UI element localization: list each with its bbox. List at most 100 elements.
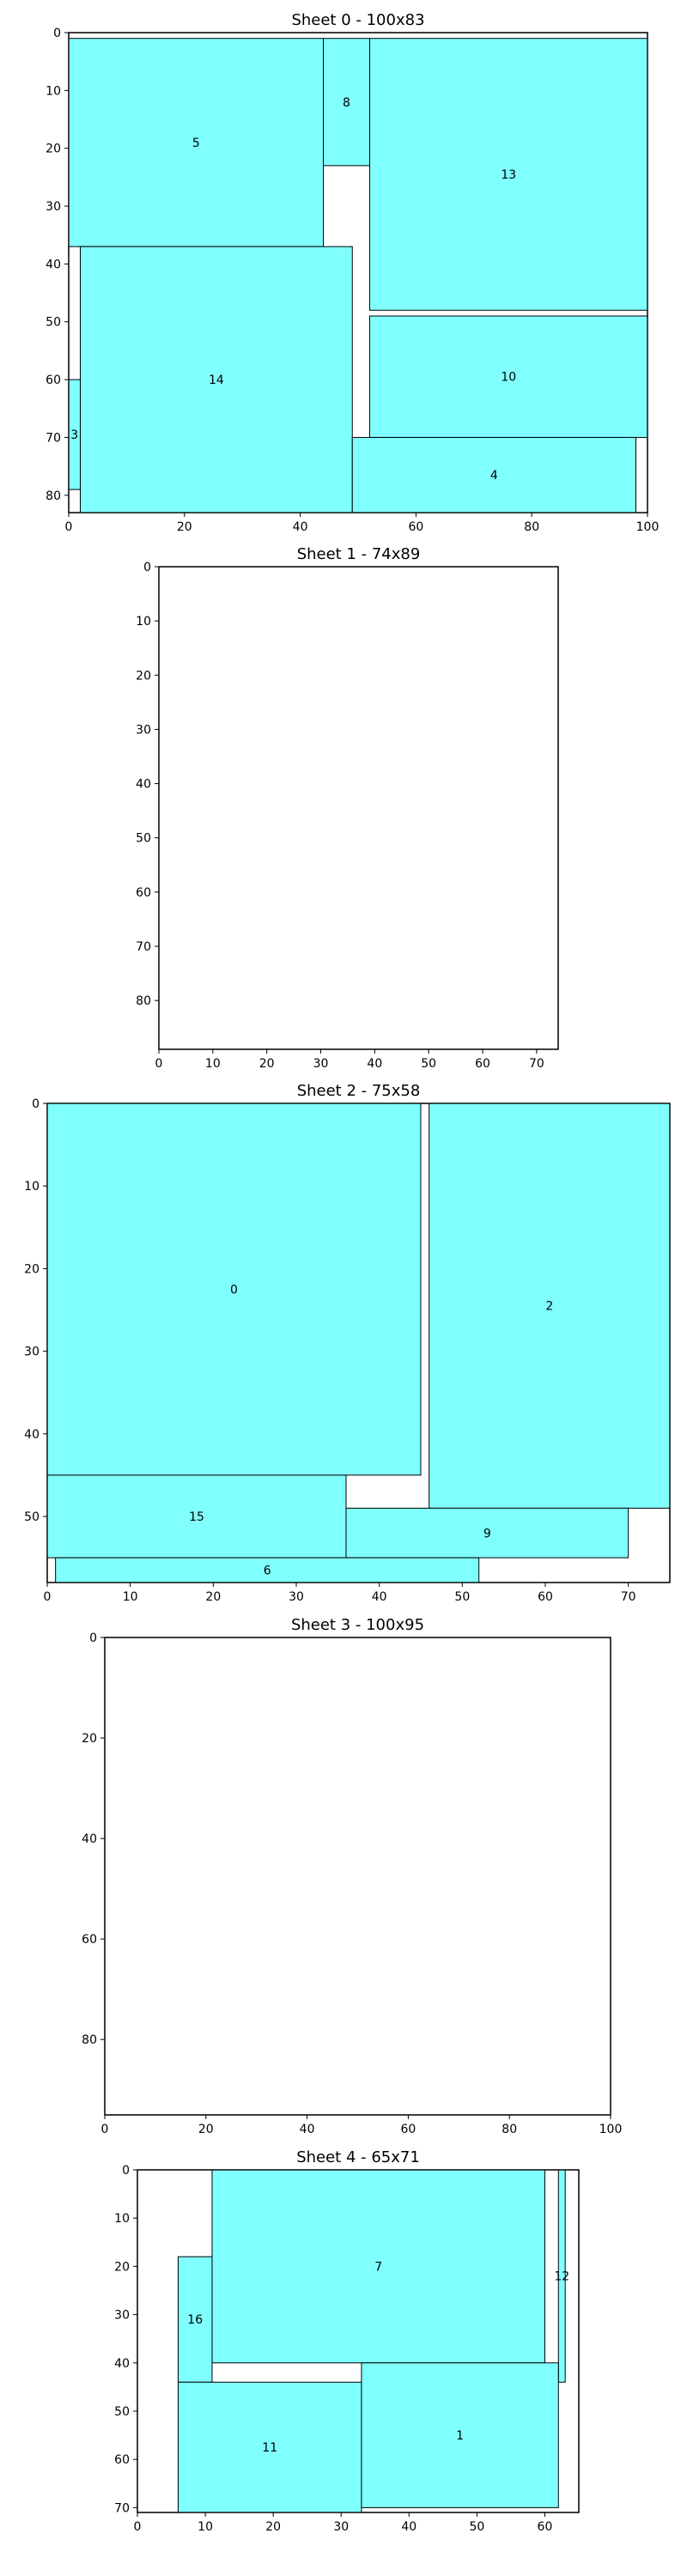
y-tick-label: 50 bbox=[46, 316, 61, 330]
piece-16 bbox=[177, 2256, 213, 2383]
y-tick-label: 50 bbox=[24, 1510, 40, 1524]
y-tick-label: 10 bbox=[46, 84, 61, 98]
piece-label: 4 bbox=[490, 469, 498, 483]
piece-9 bbox=[345, 1507, 629, 1558]
x-tick-label: 10 bbox=[205, 1057, 221, 1071]
piece-label: 9 bbox=[483, 1527, 491, 1540]
sheet-title: Sheet 4 - 65x71 bbox=[296, 2148, 420, 2166]
y-tick-label: 70 bbox=[46, 431, 61, 445]
x-tick-label: 0 bbox=[65, 520, 73, 534]
y-tick-label: 20 bbox=[46, 143, 61, 156]
x-tick-label: 30 bbox=[333, 2520, 349, 2534]
x-tick-label: 20 bbox=[205, 1590, 221, 1604]
piece-label: 15 bbox=[189, 1510, 204, 1524]
piece-10 bbox=[368, 315, 648, 438]
y-tick-label: 70 bbox=[114, 2501, 130, 2515]
y-tick-label: 80 bbox=[82, 2033, 97, 2047]
piece-13 bbox=[368, 38, 648, 311]
y-tick-label: 80 bbox=[136, 994, 151, 1008]
plot-border bbox=[158, 566, 559, 1050]
x-tick-label: 60 bbox=[538, 2520, 553, 2534]
piece-11 bbox=[177, 2381, 362, 2513]
x-tick-label: 10 bbox=[123, 1590, 138, 1604]
piece-label: 7 bbox=[374, 2260, 382, 2274]
piece-4 bbox=[351, 436, 637, 513]
y-tick-label: 80 bbox=[46, 489, 61, 503]
sheet-3: Sheet 3 - 100x95 0 20 40 60 80 100 0 20 40 60 80 bbox=[82, 1616, 622, 2136]
piece-15 bbox=[46, 1474, 347, 1558]
plot-border bbox=[68, 32, 648, 513]
plot-border bbox=[137, 2169, 580, 2513]
y-tick-label: 30 bbox=[46, 200, 61, 214]
y-tick-label: 20 bbox=[136, 669, 151, 683]
x-tick-label: 0 bbox=[134, 2520, 142, 2534]
x-tick-label: 70 bbox=[621, 1590, 636, 1604]
y-tick-label: 70 bbox=[136, 940, 151, 954]
piece-5 bbox=[68, 38, 325, 247]
sheet-1: Sheet 1 - 74x89 0 10 20 30 40 50 60 70 0 10 20 30 40 5… bbox=[136, 545, 559, 1071]
y-tick-label: 20 bbox=[82, 1732, 97, 1746]
y-tick-label: 40 bbox=[136, 778, 151, 792]
y-tick-label: 60 bbox=[114, 2453, 130, 2467]
piece-14 bbox=[79, 246, 353, 513]
plot-border bbox=[46, 1103, 671, 1583]
piece-7 bbox=[211, 2169, 545, 2364]
x-tick-label: 30 bbox=[313, 1057, 329, 1071]
y-tick-label: 30 bbox=[136, 723, 151, 737]
sheet-title: Sheet 1 - 74x89 bbox=[297, 545, 421, 563]
y-tick-label: 30 bbox=[114, 2309, 130, 2323]
x-tick-label: 20 bbox=[198, 2123, 214, 2136]
x-tick-label: 20 bbox=[259, 1057, 275, 1071]
y-tick-label: 0 bbox=[122, 2164, 130, 2178]
y-tick-label: 60 bbox=[46, 374, 61, 387]
x-tick-label: 30 bbox=[289, 1590, 304, 1604]
y-tick-label: 40 bbox=[114, 2357, 130, 2371]
piece-label: 16 bbox=[187, 2313, 203, 2327]
piece-label: 3 bbox=[70, 428, 78, 442]
x-tick-label: 20 bbox=[265, 2520, 281, 2534]
x-tick-label: 100 bbox=[636, 520, 660, 534]
y-tick-label: 40 bbox=[82, 1832, 97, 1846]
piece-1 bbox=[361, 2362, 559, 2508]
plot-area bbox=[104, 1637, 611, 2116]
y-tick-label: 50 bbox=[136, 832, 151, 846]
y-tick-label: 0 bbox=[53, 27, 61, 40]
x-tick-label: 50 bbox=[454, 1590, 470, 1604]
x-tick-label: 70 bbox=[529, 1057, 544, 1071]
x-tick-label: 0 bbox=[155, 1057, 163, 1071]
piece-label: 0 bbox=[230, 1283, 238, 1297]
piece-0 bbox=[46, 1103, 422, 1476]
piece-label: 8 bbox=[343, 96, 350, 110]
x-tick-label: 60 bbox=[400, 2123, 416, 2136]
piece-label: 14 bbox=[209, 374, 224, 387]
piece-6 bbox=[55, 1557, 480, 1583]
x-tick-label: 20 bbox=[177, 520, 192, 534]
x-tick-label: 60 bbox=[475, 1057, 490, 1071]
y-tick-label: 20 bbox=[114, 2260, 130, 2274]
x-tick-label: 40 bbox=[367, 1057, 382, 1071]
plot-border bbox=[104, 1637, 611, 2116]
sheet-title: Sheet 2 - 75x58 bbox=[297, 1082, 421, 1100]
x-tick-label: 80 bbox=[524, 520, 539, 534]
x-tick-label: 0 bbox=[101, 2123, 109, 2136]
y-tick-label: 10 bbox=[136, 615, 151, 629]
x-tick-label: 100 bbox=[599, 2123, 623, 2136]
y-tick-label: 20 bbox=[24, 1262, 40, 1276]
piece-label: 6 bbox=[264, 1564, 271, 1578]
y-tick-label: 10 bbox=[24, 1180, 40, 1194]
piece-label: 1 bbox=[456, 2429, 464, 2443]
x-tick-label: 40 bbox=[401, 2520, 416, 2534]
y-tick-label: 0 bbox=[89, 1631, 97, 1645]
x-tick-label: 40 bbox=[300, 2123, 315, 2136]
piece-label: 5 bbox=[192, 137, 200, 150]
piece-label: 12 bbox=[554, 2270, 569, 2284]
y-tick-label: 60 bbox=[82, 1933, 97, 1947]
x-tick-label: 50 bbox=[421, 1057, 436, 1071]
y-tick-label: 40 bbox=[24, 1428, 40, 1442]
y-tick-label: 50 bbox=[114, 2405, 130, 2419]
x-tick-label: 50 bbox=[469, 2520, 484, 2534]
y-tick-label: 30 bbox=[24, 1346, 40, 1359]
